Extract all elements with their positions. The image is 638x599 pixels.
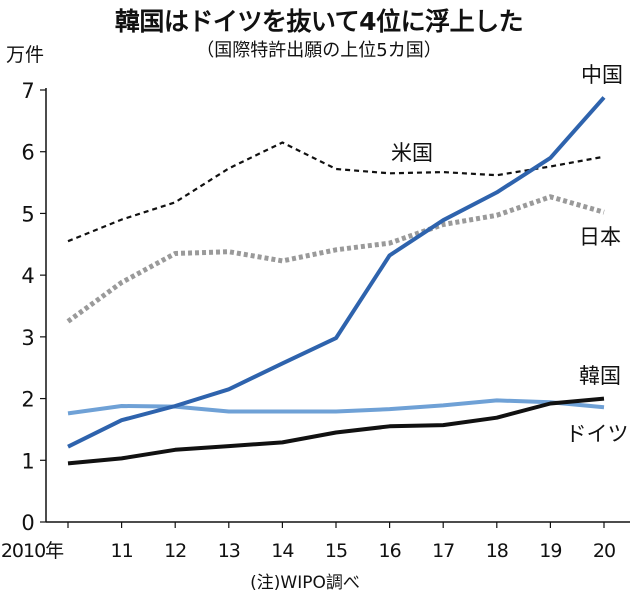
x-tick-label: 17: [432, 540, 454, 562]
x-tick-label: 18: [486, 540, 508, 562]
x-tick-label: 16: [379, 540, 401, 562]
series-line-韓国: [67, 398, 605, 416]
y-tick-label: 4: [21, 264, 34, 288]
x-tick-label: 15: [325, 540, 347, 562]
series-line-ドイツ: [67, 396, 605, 466]
x-tick-label: 13: [218, 540, 240, 562]
chart-title: 韓国はドイツを抜いて4位に浮上した: [114, 7, 524, 36]
y-tick-label: 6: [21, 141, 34, 165]
x-tick-label: 19: [539, 540, 561, 562]
y-tick-label: 0: [21, 511, 34, 535]
y-tick-label: 3: [21, 326, 34, 350]
series-label: 米国: [391, 141, 433, 165]
y-axis-unit: 万件: [6, 44, 45, 66]
series-label: ドイツ: [566, 422, 629, 446]
x-tick-label: 2010年: [1, 540, 64, 562]
x-tick-label: 12: [164, 540, 186, 562]
y-tick-label: 7: [21, 79, 34, 103]
y-tick-label: 5: [21, 202, 34, 226]
source-note: (注)WIPO調べ: [250, 573, 360, 593]
x-tick-label: 14: [271, 540, 294, 562]
x-tick-label: 20: [593, 540, 615, 562]
y-tick-label: 2: [21, 388, 34, 412]
series-label: 日本: [579, 225, 621, 249]
series-label: 韓国: [579, 364, 621, 388]
series-line-中国: [67, 96, 606, 449]
series-line-日本: [66, 194, 605, 324]
x-tick-label: 11: [111, 540, 133, 562]
series-line-米国: [67, 141, 605, 243]
y-tick-label: 1: [21, 449, 34, 473]
chart-subtitle: （国際特許出願の上位5カ国）: [196, 40, 442, 61]
series-label: 中国: [581, 63, 623, 87]
